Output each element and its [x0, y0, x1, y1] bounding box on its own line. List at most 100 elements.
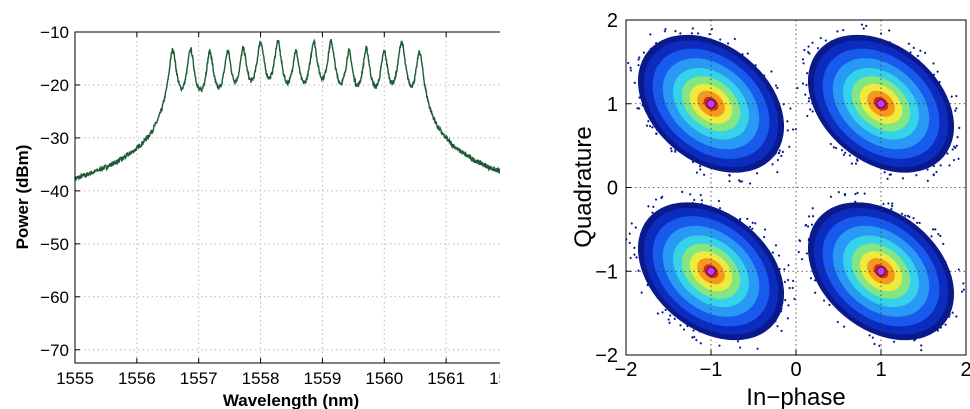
outlier-point	[926, 168, 929, 171]
outlier-point	[774, 84, 778, 87]
outlier-point	[690, 32, 693, 35]
outlier-point	[848, 154, 851, 157]
outlier-point	[788, 286, 791, 290]
y-tick-label: −2	[595, 345, 618, 367]
outlier-point	[733, 37, 736, 41]
outlier-point	[728, 180, 731, 183]
plot-area	[75, 32, 500, 363]
outlier-point	[948, 164, 951, 167]
outlier-point	[944, 323, 947, 326]
outlier-point	[780, 115, 783, 118]
outlier-point	[728, 173, 731, 177]
outlier-point	[654, 215, 657, 219]
outlier-point	[638, 107, 641, 110]
outlier-point	[637, 269, 640, 272]
plot-frame	[74, 31, 500, 364]
outlier-point	[647, 280, 650, 284]
outlier-point	[829, 195, 833, 198]
outlier-point	[877, 331, 880, 335]
outlier-point	[952, 158, 956, 162]
outlier-point	[950, 95, 953, 98]
x-tick-label: 1	[875, 359, 886, 381]
outlier-point	[918, 334, 921, 338]
outlier-point	[819, 36, 822, 40]
outlier-point	[809, 108, 812, 111]
outlier-point	[791, 286, 794, 290]
outlier-point	[756, 347, 759, 350]
outlier-point	[957, 157, 960, 160]
outlier-point	[807, 51, 810, 54]
outlier-point	[920, 349, 923, 352]
outlier-point	[927, 331, 930, 334]
outlier-point	[962, 282, 965, 285]
outlier-point	[680, 149, 683, 153]
ideal-symbols	[706, 99, 886, 276]
outlier-point	[796, 86, 799, 90]
outlier-point	[726, 42, 730, 45]
outlier-point	[663, 30, 666, 33]
y-tick-label: 0	[607, 178, 618, 200]
outlier-point	[746, 52, 749, 55]
y-tick-label: 2	[607, 10, 618, 32]
y-axis-title: Power (dBm)	[13, 145, 32, 250]
outlier-point	[805, 223, 808, 227]
outlier-point	[843, 194, 847, 197]
outlier-point	[686, 324, 689, 328]
outlier-point	[890, 207, 893, 210]
outlier-point	[947, 307, 950, 311]
outlier-point	[933, 160, 936, 163]
outlier-point	[957, 268, 960, 271]
outlier-point	[955, 107, 958, 110]
spectrum-trace	[75, 38, 500, 182]
outlier-point	[655, 43, 658, 46]
axis-ticks: 1555 1556 1557 1558 1559 1560 1561 1562 −10 −20 −3…	[40, 23, 500, 388]
outlier-point	[700, 202, 703, 206]
outlier-point	[912, 46, 915, 49]
outlier-point	[806, 114, 809, 118]
outlier-point	[916, 221, 919, 224]
outlier-point	[695, 171, 699, 174]
outlier-point	[706, 332, 709, 335]
outlier-point	[829, 142, 832, 146]
outlier-point	[778, 149, 781, 152]
outlier-point	[814, 274, 817, 277]
outlier-point	[948, 313, 951, 316]
outlier-point	[798, 239, 801, 242]
outlier-point	[948, 274, 951, 277]
outlier-point	[939, 164, 942, 167]
outlier-point	[640, 90, 643, 93]
outlier-point	[758, 71, 761, 74]
outlier-point	[642, 51, 645, 54]
outlier-point	[770, 70, 773, 73]
outlier-point	[655, 132, 658, 135]
outlier-point	[741, 53, 744, 56]
outlier-point	[811, 63, 815, 67]
outlier-point	[738, 219, 741, 222]
outlier-point	[805, 72, 809, 75]
outlier-point	[698, 165, 702, 168]
outlier-point	[702, 173, 706, 176]
outlier-point	[860, 35, 863, 38]
outlier-point	[868, 334, 871, 337]
outlier-point	[661, 195, 664, 198]
outlier-point	[699, 342, 702, 345]
outlier-point	[773, 153, 776, 156]
outlier-point	[931, 228, 935, 231]
outlier-point	[858, 155, 861, 159]
outlier-point	[647, 219, 650, 223]
axis-ticks: −2 −1 0 1 2 −2 −1 0 1 2	[595, 10, 970, 381]
outlier-point	[792, 279, 795, 282]
outlier-point	[808, 97, 811, 100]
outlier-point	[802, 62, 805, 65]
outlier-point	[641, 104, 644, 107]
outlier-point	[739, 346, 742, 349]
x-tick-label: −1	[700, 359, 723, 381]
outlier-point	[691, 336, 694, 339]
outlier-point	[645, 124, 649, 127]
outlier-point	[740, 55, 744, 58]
outlier-point	[937, 233, 940, 236]
outlier-point	[629, 69, 633, 72]
outlier-point	[751, 231, 754, 234]
outlier-point	[651, 211, 654, 214]
outlier-point	[668, 321, 671, 324]
